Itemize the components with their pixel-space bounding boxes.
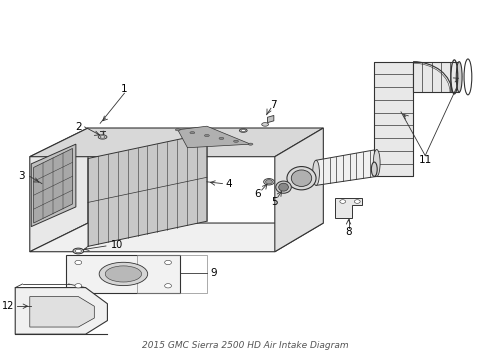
Ellipse shape [265, 180, 272, 184]
Ellipse shape [241, 130, 245, 132]
Ellipse shape [164, 284, 171, 288]
Polygon shape [66, 255, 180, 293]
Ellipse shape [189, 132, 194, 134]
Polygon shape [34, 148, 72, 223]
Ellipse shape [233, 140, 238, 142]
Polygon shape [412, 62, 458, 92]
Ellipse shape [278, 183, 288, 191]
Ellipse shape [312, 160, 319, 185]
Ellipse shape [164, 260, 171, 265]
Ellipse shape [247, 143, 252, 145]
Text: 7: 7 [270, 100, 277, 110]
Ellipse shape [339, 200, 345, 203]
Ellipse shape [239, 129, 246, 132]
Ellipse shape [75, 284, 81, 288]
Polygon shape [31, 144, 76, 226]
Polygon shape [30, 223, 323, 252]
Text: 4: 4 [225, 179, 231, 189]
Text: 11: 11 [418, 155, 431, 165]
Ellipse shape [204, 134, 209, 136]
Text: 2: 2 [75, 122, 81, 132]
Text: 8: 8 [345, 227, 351, 237]
Ellipse shape [99, 262, 147, 285]
Polygon shape [30, 297, 94, 327]
Text: 1: 1 [121, 84, 127, 94]
Polygon shape [335, 198, 362, 218]
Ellipse shape [286, 167, 315, 190]
Polygon shape [30, 128, 323, 157]
Ellipse shape [100, 136, 105, 138]
Polygon shape [315, 149, 376, 185]
Text: 9: 9 [210, 268, 217, 278]
Ellipse shape [263, 179, 274, 185]
Polygon shape [178, 126, 250, 148]
Polygon shape [267, 116, 273, 123]
Ellipse shape [275, 181, 291, 193]
Polygon shape [373, 62, 412, 176]
Ellipse shape [372, 149, 379, 176]
Text: 3: 3 [18, 171, 25, 181]
Ellipse shape [370, 162, 376, 176]
Text: 2015 GMC Sierra 2500 HD Air Intake Diagram: 2015 GMC Sierra 2500 HD Air Intake Diagr… [142, 341, 348, 350]
Ellipse shape [75, 260, 81, 265]
Ellipse shape [105, 266, 142, 282]
Ellipse shape [219, 137, 224, 139]
Polygon shape [30, 128, 88, 252]
Ellipse shape [175, 129, 180, 131]
Text: 6: 6 [254, 189, 261, 199]
Polygon shape [15, 288, 107, 334]
Ellipse shape [291, 170, 311, 186]
Text: 12: 12 [2, 301, 14, 311]
Polygon shape [274, 128, 323, 252]
Polygon shape [88, 134, 206, 246]
Ellipse shape [75, 249, 81, 253]
Ellipse shape [261, 123, 268, 126]
Text: 10: 10 [111, 240, 123, 250]
Ellipse shape [73, 248, 83, 254]
Text: 5: 5 [271, 197, 278, 207]
Ellipse shape [98, 135, 107, 139]
Ellipse shape [455, 62, 461, 92]
Ellipse shape [354, 200, 360, 203]
